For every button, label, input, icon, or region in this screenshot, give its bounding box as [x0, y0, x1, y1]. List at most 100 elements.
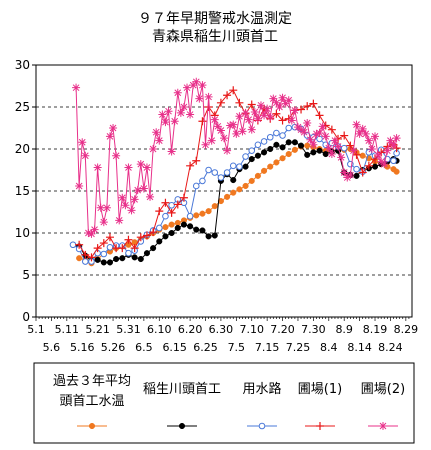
data-point: [149, 145, 158, 153]
legend-swatch-marker: [258, 422, 266, 430]
data-point: [229, 162, 237, 170]
data-point: [220, 134, 228, 143]
data-point: [106, 243, 114, 251]
x-tick-label-top: 7.30: [301, 323, 326, 336]
data-point: [230, 177, 237, 184]
data-point: [248, 147, 256, 154]
data-point: [87, 229, 96, 238]
data-point: [150, 245, 157, 252]
data-point: [105, 233, 114, 242]
data-point: [364, 136, 373, 145]
data-point: [205, 208, 212, 215]
data-point: [133, 186, 142, 195]
data-point: [205, 166, 212, 174]
data-point: [318, 122, 327, 131]
data-point: [224, 193, 231, 200]
x-tick-label-top: 8.29: [394, 323, 419, 336]
x-tick-label-top: 5.31: [116, 323, 141, 336]
data-point: [310, 149, 317, 156]
data-point: [290, 106, 299, 115]
data-point: [232, 129, 241, 138]
legend-swatch-marker: [88, 422, 96, 430]
data-point: [136, 160, 145, 169]
x-tick-label-bottom: 6.15: [162, 341, 187, 354]
data-point: [254, 141, 262, 149]
data-point: [81, 151, 90, 160]
data-point: [69, 241, 77, 249]
legend-item-4: 圃場(1): [298, 382, 342, 430]
data-point: [229, 86, 238, 95]
x-tick-label-bottom: 5.26: [101, 341, 126, 354]
data-point: [371, 132, 380, 141]
data-point: [236, 163, 243, 170]
data-point: [136, 233, 145, 242]
data-point: [226, 121, 235, 130]
data-point: [287, 116, 296, 125]
y-tick-label: 15: [15, 184, 30, 198]
chart-title-line-1: ９７年早期警戒水温測定: [138, 11, 292, 27]
x-tick-label-bottom: 8.14: [347, 341, 372, 354]
legend-item-5: 圃場(2): [361, 382, 405, 430]
data-point: [162, 224, 169, 231]
data-point: [173, 88, 182, 97]
data-point: [156, 238, 163, 245]
data-point: [99, 218, 108, 227]
legend-box: [33, 362, 415, 444]
data-point: [211, 169, 219, 176]
data-point: [315, 111, 324, 120]
data-point: [130, 244, 139, 253]
data-point: [346, 171, 355, 180]
data-point: [105, 132, 114, 141]
data-point: [229, 120, 238, 129]
data-point: [179, 103, 188, 111]
data-point: [242, 163, 249, 170]
data-point: [168, 201, 175, 209]
legend-swatch-marker: [316, 422, 324, 430]
data-point: [297, 142, 305, 149]
data-point: [115, 216, 124, 225]
data-point: [180, 221, 187, 228]
data-point: [205, 233, 212, 240]
data-point: [217, 174, 225, 181]
data-point: [192, 182, 200, 190]
data-point: [358, 168, 367, 177]
x-tick-label-bottom: 6.5: [135, 341, 153, 354]
data-point: [195, 94, 204, 103]
legend-label-2: 頭首工水温: [59, 394, 124, 409]
data-point: [158, 110, 167, 119]
data-point: [312, 129, 321, 138]
data-point: [364, 161, 373, 170]
data-point: [164, 107, 173, 116]
data-point: [199, 227, 206, 234]
data-point: [230, 189, 237, 196]
data-point: [161, 198, 170, 207]
data-point: [330, 136, 339, 145]
data-point: [176, 108, 185, 117]
data-point: [316, 147, 323, 154]
data-point: [371, 155, 380, 164]
data-point: [82, 258, 89, 265]
data-point: [223, 146, 232, 155]
data-point: [361, 129, 370, 138]
data-point: [390, 157, 397, 165]
data-point: [179, 193, 188, 202]
x-tick-label-top: 8.9: [335, 323, 353, 336]
data-point: [124, 235, 133, 244]
y-tick-label: 10: [15, 226, 30, 240]
data-point: [355, 129, 364, 138]
series-5: [72, 77, 401, 238]
x-tick-label-bottom: 5.6: [43, 341, 61, 354]
y-tick-label: 0: [22, 310, 30, 324]
data-point: [241, 108, 250, 117]
data-point: [247, 125, 256, 134]
x-tick-label-top: 8.19: [363, 323, 388, 336]
data-point: [242, 153, 249, 160]
data-point: [297, 105, 306, 114]
y-tick-label: 5: [22, 268, 30, 282]
data-point: [204, 92, 213, 101]
data-point: [87, 253, 96, 262]
data-point: [248, 177, 255, 184]
data-point: [223, 91, 232, 100]
data-point: [174, 224, 181, 232]
